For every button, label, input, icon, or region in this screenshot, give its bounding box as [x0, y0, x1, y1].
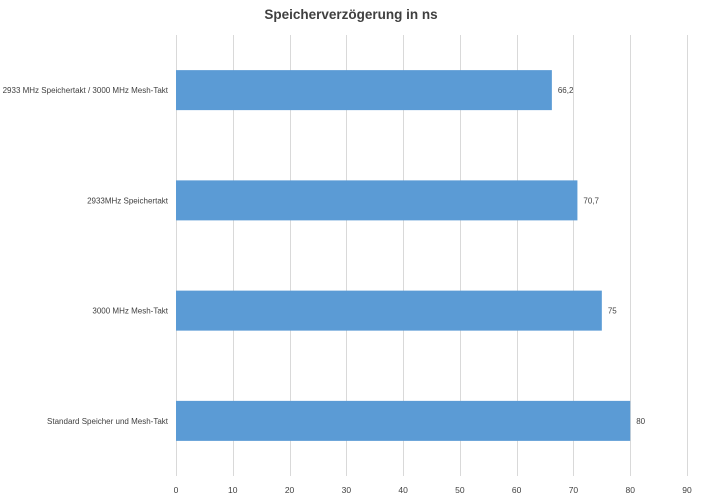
- x-tick-label: 30: [342, 485, 352, 495]
- x-tick-label: 70: [569, 485, 579, 495]
- labels: 0 10 20 30 40 50 60 70 80 90 2933 MHz Speichertakt…: [3, 86, 692, 495]
- bars: [176, 70, 631, 441]
- data-label: 75: [608, 307, 617, 316]
- x-tick-label: 40: [398, 485, 408, 495]
- category-label: 3000 MHz Mesh-Takt: [92, 307, 168, 316]
- category-label: 2933 MHz Speichertakt / 3000 MHz Mesh-Ta…: [3, 86, 169, 95]
- x-tick-label: 90: [682, 485, 692, 495]
- data-label: 70,7: [583, 196, 599, 205]
- bar: [176, 70, 552, 111]
- bar: [176, 180, 578, 221]
- data-label: 66,2: [558, 86, 574, 95]
- x-tick-label: 60: [512, 485, 522, 495]
- bar: [176, 400, 631, 441]
- x-tick-label: 20: [285, 485, 295, 495]
- category-label: Standard Speicher und Mesh-Takt: [47, 417, 169, 426]
- category-label: 2933MHz Speichertakt: [87, 196, 169, 205]
- data-label: 80: [636, 417, 645, 426]
- x-tick-label: 10: [228, 485, 238, 495]
- x-tick-label: 80: [625, 485, 635, 495]
- x-tick-label: 0: [174, 485, 179, 495]
- x-tick-label: 50: [455, 485, 465, 495]
- bar: [176, 290, 602, 331]
- chart-title: Speicherverzögerung in ns: [264, 7, 438, 22]
